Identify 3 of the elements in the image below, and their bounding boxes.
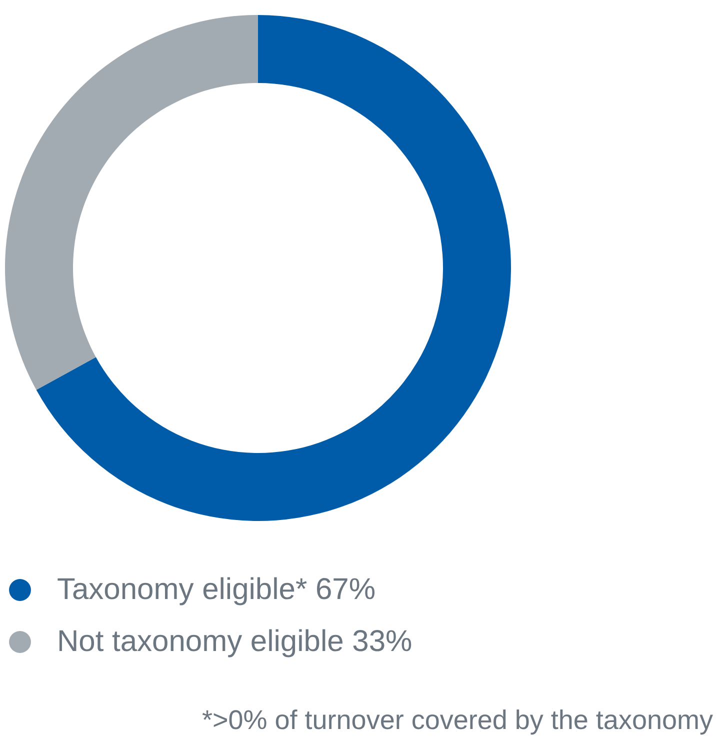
legend-label: Not taxonomy eligible 33% — [57, 625, 412, 658]
legend-label: Taxonomy eligible* 67% — [57, 573, 376, 606]
text: *>0% of turnover covered by the taxonomy — [202, 705, 713, 736]
